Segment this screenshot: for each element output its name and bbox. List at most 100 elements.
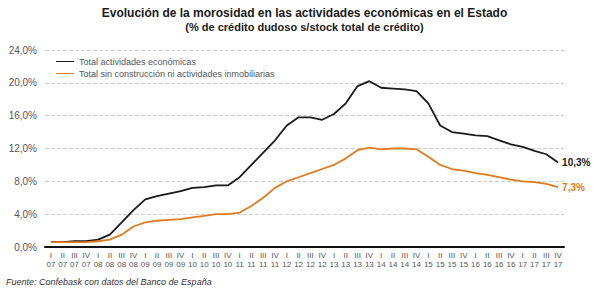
svg-text:Fuente: Confebask con datos de: Fuente: Confebask con datos del Banco de… <box>6 277 212 287</box>
svg-text:IV: IV <box>366 251 374 260</box>
svg-text:16: 16 <box>483 260 492 269</box>
svg-text:III: III <box>307 251 314 260</box>
svg-text:15: 15 <box>424 260 433 269</box>
svg-text:IV: IV <box>507 251 515 260</box>
svg-text:I: I <box>474 251 476 260</box>
svg-text:II: II <box>60 251 64 260</box>
svg-text:16,0%: 16,0% <box>9 110 37 121</box>
svg-text:IV: IV <box>460 251 468 260</box>
svg-text:16: 16 <box>471 260 480 269</box>
svg-text:II: II <box>108 251 112 260</box>
svg-text:13: 13 <box>330 260 339 269</box>
svg-text:I: I <box>380 251 382 260</box>
svg-text:II: II <box>249 251 253 260</box>
svg-text:IV: IV <box>271 251 279 260</box>
svg-text:III: III <box>354 251 361 260</box>
svg-text:14: 14 <box>400 260 409 269</box>
svg-text:08: 08 <box>105 260 114 269</box>
svg-text:I: I <box>144 251 146 260</box>
svg-text:Total sin construcción ni acti: Total sin construcción ni actividades in… <box>79 69 275 79</box>
svg-text:12: 12 <box>318 260 327 269</box>
svg-text:14: 14 <box>377 260 386 269</box>
svg-text:16: 16 <box>495 260 504 269</box>
svg-text:III: III <box>449 251 456 260</box>
svg-text:I: I <box>191 251 193 260</box>
svg-text:13: 13 <box>341 260 350 269</box>
svg-text:III: III <box>496 251 503 260</box>
svg-text:17: 17 <box>530 260 539 269</box>
svg-text:II: II <box>532 251 536 260</box>
svg-text:I: I <box>333 251 335 260</box>
svg-text:14: 14 <box>412 260 421 269</box>
svg-text:16: 16 <box>506 260 515 269</box>
svg-text:II: II <box>155 251 159 260</box>
svg-text:10: 10 <box>223 260 232 269</box>
svg-text:17: 17 <box>542 260 551 269</box>
svg-text:II: II <box>344 251 348 260</box>
svg-text:07: 07 <box>82 260 91 269</box>
svg-text:II: II <box>485 251 489 260</box>
svg-text:09: 09 <box>164 260 173 269</box>
svg-text:17: 17 <box>554 260 563 269</box>
svg-text:13: 13 <box>353 260 362 269</box>
svg-text:II: II <box>296 251 300 260</box>
svg-text:IV: IV <box>554 251 562 260</box>
svg-text:IV: IV <box>130 251 138 260</box>
svg-text:17: 17 <box>518 260 527 269</box>
svg-text:I: I <box>427 251 429 260</box>
svg-text:I: I <box>50 251 52 260</box>
svg-text:10,3%: 10,3% <box>562 157 590 168</box>
svg-text:III: III <box>401 251 408 260</box>
svg-text:24,0%: 24,0% <box>9 45 37 56</box>
svg-text:11: 11 <box>235 260 244 269</box>
svg-text:13: 13 <box>365 260 374 269</box>
svg-text:10: 10 <box>200 260 209 269</box>
svg-text:09: 09 <box>176 260 185 269</box>
svg-text:III: III <box>166 251 173 260</box>
svg-text:11: 11 <box>259 260 268 269</box>
svg-text:(% de crédito dudoso s/stock t: (% de crédito dudoso s/stock total de cr… <box>185 21 424 33</box>
svg-text:12: 12 <box>306 260 315 269</box>
svg-text:III: III <box>260 251 267 260</box>
svg-text:08: 08 <box>129 260 138 269</box>
svg-text:I: I <box>97 251 99 260</box>
svg-text:II: II <box>438 251 442 260</box>
svg-text:12: 12 <box>294 260 303 269</box>
svg-text:07: 07 <box>46 260 55 269</box>
svg-text:08: 08 <box>94 260 103 269</box>
svg-text:09: 09 <box>153 260 162 269</box>
svg-text:II: II <box>391 251 395 260</box>
svg-text:08: 08 <box>117 260 126 269</box>
svg-text:IV: IV <box>83 251 91 260</box>
svg-text:4,0%: 4,0% <box>14 209 37 220</box>
svg-text:20,0%: 20,0% <box>9 77 37 88</box>
svg-text:7,3%: 7,3% <box>562 182 585 193</box>
svg-text:IV: IV <box>177 251 185 260</box>
svg-text:III: III <box>543 251 550 260</box>
svg-text:Total actividades económicas: Total actividades económicas <box>79 57 197 67</box>
svg-text:I: I <box>286 251 288 260</box>
svg-text:15: 15 <box>447 260 456 269</box>
svg-text:12: 12 <box>282 260 291 269</box>
svg-text:III: III <box>71 251 78 260</box>
svg-text:10: 10 <box>212 260 221 269</box>
svg-text:IV: IV <box>318 251 326 260</box>
svg-text:07: 07 <box>58 260 67 269</box>
svg-text:I: I <box>522 251 524 260</box>
svg-text:07: 07 <box>70 260 79 269</box>
svg-text:11: 11 <box>247 260 256 269</box>
svg-text:15: 15 <box>459 260 468 269</box>
svg-text:11: 11 <box>271 260 280 269</box>
svg-text:II: II <box>202 251 206 260</box>
svg-text:14: 14 <box>389 260 398 269</box>
svg-text:Evolución de la morosidad en l: Evolución de la morosidad en las activid… <box>102 6 507 20</box>
svg-text:15: 15 <box>436 260 445 269</box>
svg-text:I: I <box>239 251 241 260</box>
svg-text:III: III <box>118 251 125 260</box>
svg-text:10: 10 <box>188 260 197 269</box>
svg-text:09: 09 <box>141 260 150 269</box>
svg-text:12,0%: 12,0% <box>9 143 37 154</box>
svg-text:0,0%: 0,0% <box>14 242 37 253</box>
svg-text:IV: IV <box>413 251 421 260</box>
svg-text:8,0%: 8,0% <box>14 176 37 187</box>
